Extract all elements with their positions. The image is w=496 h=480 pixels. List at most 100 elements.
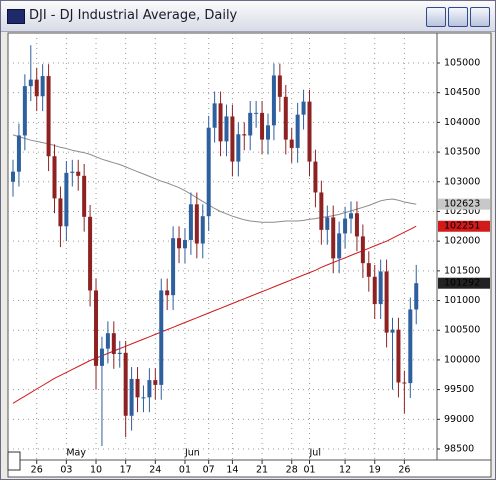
candle-body (129, 378, 134, 416)
candle-body (159, 290, 164, 385)
candle-body (360, 236, 365, 264)
x-tick-label: 10 (90, 465, 102, 476)
candle-body (188, 204, 193, 240)
price-axis (436, 32, 492, 461)
candle-body (319, 192, 324, 230)
x-tick-label: 21 (256, 465, 268, 476)
moving-average-line (12, 225, 417, 404)
close-button[interactable] (470, 7, 490, 27)
time-axis (7, 459, 492, 478)
candle-body (277, 75, 282, 97)
candle-body (165, 290, 170, 296)
candle-body (378, 271, 383, 305)
candle-body (396, 329, 401, 383)
candle-body (390, 329, 395, 333)
candle-body (402, 382, 407, 384)
price-tag (438, 220, 490, 232)
candle-body (289, 139, 294, 148)
x-tick-label: 17 (120, 465, 132, 476)
candle-body (194, 204, 199, 244)
candle-body (260, 112, 265, 140)
x-tick-label: 28 (286, 465, 298, 476)
y-tick-label: 105000 (444, 57, 480, 68)
candle-body (343, 218, 348, 234)
candle-body (171, 238, 176, 296)
price-tag-label: 101292 (444, 278, 480, 289)
x-tick-label: 14 (226, 465, 238, 476)
candle-body (76, 171, 81, 176)
candle-body (117, 352, 122, 354)
y-tick-label: 102500 (444, 206, 480, 217)
candle-body (224, 116, 229, 142)
candle-body (64, 172, 69, 227)
candle-body (242, 134, 247, 136)
candle-body (337, 233, 342, 259)
price-tag (438, 277, 490, 289)
y-tick-label: 104500 (444, 87, 480, 98)
candle-body (11, 171, 15, 182)
y-tick-label: 104000 (444, 117, 480, 128)
y-tick-label: 98500 (444, 444, 474, 455)
candle-body (414, 283, 419, 310)
candle-body (325, 217, 330, 230)
candle-body (105, 333, 110, 349)
candle-body (70, 171, 75, 173)
candle-body (94, 290, 99, 366)
candle-body (265, 125, 270, 140)
candle-body (123, 352, 128, 416)
candle-body (22, 86, 27, 136)
x-tick-label: 19 (369, 465, 381, 476)
minimize-button[interactable] (426, 7, 446, 27)
candle-body (99, 348, 104, 366)
x-tick-label: 01 (303, 465, 315, 476)
y-tick-label: 103000 (444, 176, 480, 187)
candle-body (271, 75, 276, 126)
x-tick-label: 12 (339, 465, 351, 476)
candle-body (230, 116, 235, 162)
candle-body (366, 263, 371, 277)
candle-body (313, 161, 318, 193)
candle-body (283, 96, 288, 140)
moving-average-line (12, 134, 417, 223)
x-tick-label: 07 (203, 465, 215, 476)
candle-body (135, 378, 140, 398)
y-tick-label: 102000 (444, 236, 480, 247)
y-tick-label: 103500 (444, 147, 480, 158)
candle-body (354, 213, 359, 237)
price-tag-label: 102623 (444, 199, 480, 210)
y-tick-label: 101500 (444, 265, 480, 276)
candle-body (34, 79, 39, 97)
y-tick-label: 99000 (444, 414, 474, 425)
candle-body (28, 79, 33, 87)
candle-body (212, 103, 217, 128)
candle-body (182, 239, 187, 249)
candle-body (331, 217, 336, 259)
x-tick-label: 26 (31, 465, 43, 476)
candle-body (82, 175, 87, 217)
candle-body (206, 127, 211, 217)
candle-body (349, 213, 354, 219)
month-label: Jul (309, 448, 321, 459)
y-tick-label: 100500 (444, 325, 480, 336)
candle-body (111, 333, 116, 354)
maximize-button[interactable] (448, 7, 468, 27)
x-tick-label: 03 (60, 465, 72, 476)
candle-body (301, 101, 306, 115)
x-tick-label: 26 (398, 465, 410, 476)
title-bar: DJI - DJ Industrial Average, Daily (1, 1, 495, 32)
candle-body (52, 156, 57, 199)
candle-body (16, 135, 21, 172)
price-tag (438, 198, 490, 210)
window-title: DJI - DJ Industrial Average, Daily (29, 8, 238, 23)
month-label: May (66, 448, 86, 459)
candle-body (88, 216, 93, 291)
x-tick-label: 24 (149, 465, 161, 476)
candle-body (141, 397, 146, 399)
candle-body (384, 271, 389, 333)
x-tick-label: 01 (179, 465, 191, 476)
candle-body (153, 380, 158, 385)
app-icon (7, 9, 25, 24)
candle-body (147, 380, 152, 398)
candle-body (307, 101, 312, 162)
